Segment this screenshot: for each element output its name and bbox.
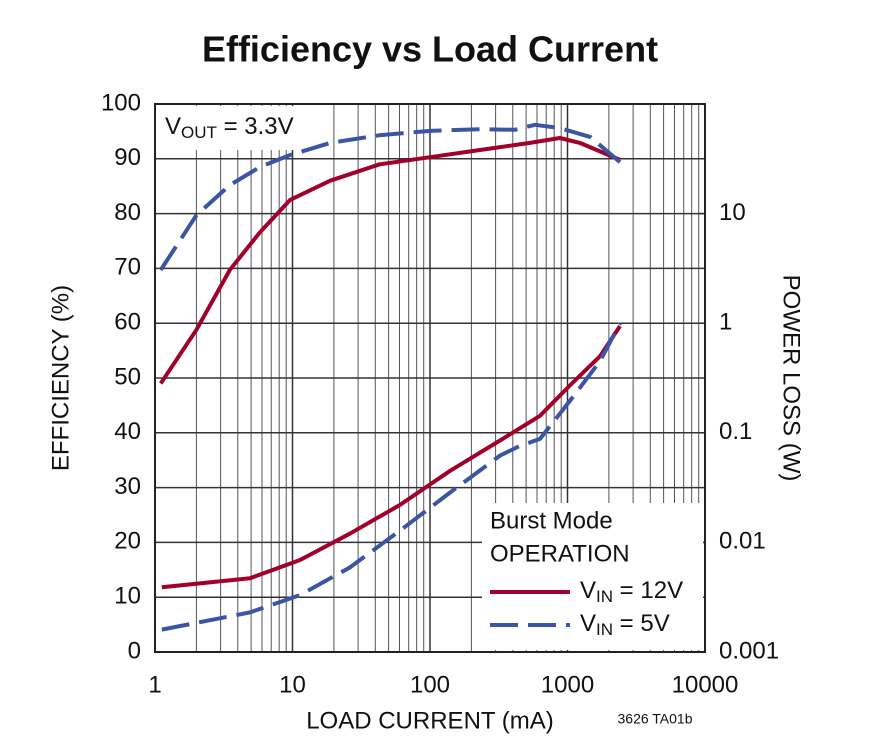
annotation: VOUT = 3.3V [165,113,294,142]
x-tick-label: 10 [279,671,306,698]
y2-tick-label: 0.001 [719,637,779,664]
series-line [161,322,622,632]
legend-title: OPERATION [490,540,630,567]
legend-title: Burst Mode [490,507,613,534]
x-tick-label: 1 [148,671,161,698]
y-tick-label: 60 [114,309,141,336]
y-tick-label: 90 [114,144,141,171]
y-tick-label: 100 [101,89,141,116]
x-tick-label: 10000 [672,671,739,698]
legend-label: VIN = 5V [580,610,670,639]
plot-frame [154,103,706,653]
y2-tick-label: 0.1 [719,418,752,445]
annotation-box [157,106,317,150]
y-tick-label: 40 [114,418,141,445]
series-line [159,122,622,272]
x-tick-label: 1000 [541,671,594,698]
y-tick-label: 20 [114,528,141,555]
y-tick-label: 80 [114,199,141,226]
chart-title: Efficiency vs Load Current [202,29,658,70]
y-tick-label: 50 [114,363,141,390]
series-line [161,324,622,590]
x-axis-title: LOAD CURRENT (mA) [306,707,554,734]
y2-tick-label: 0.01 [719,528,766,555]
y-axis-title: EFFICIENCY (%) [47,285,74,471]
x-tick-label: 100 [410,671,450,698]
y-tick-label: 70 [114,254,141,281]
y-tick-label: 30 [114,473,141,500]
y-tick-label: 10 [114,583,141,610]
legend-label: VIN = 12V [580,577,683,606]
y2-axis-title: POWER LOSS (W) [778,275,805,482]
legend-box [482,503,703,650]
series-line [159,136,621,385]
figure-code: 3626 TA01b [618,711,693,727]
y2-tick-label: 1 [719,309,732,336]
y2-tick-label: 10 [719,199,746,226]
y-tick-label: 0 [128,637,141,664]
